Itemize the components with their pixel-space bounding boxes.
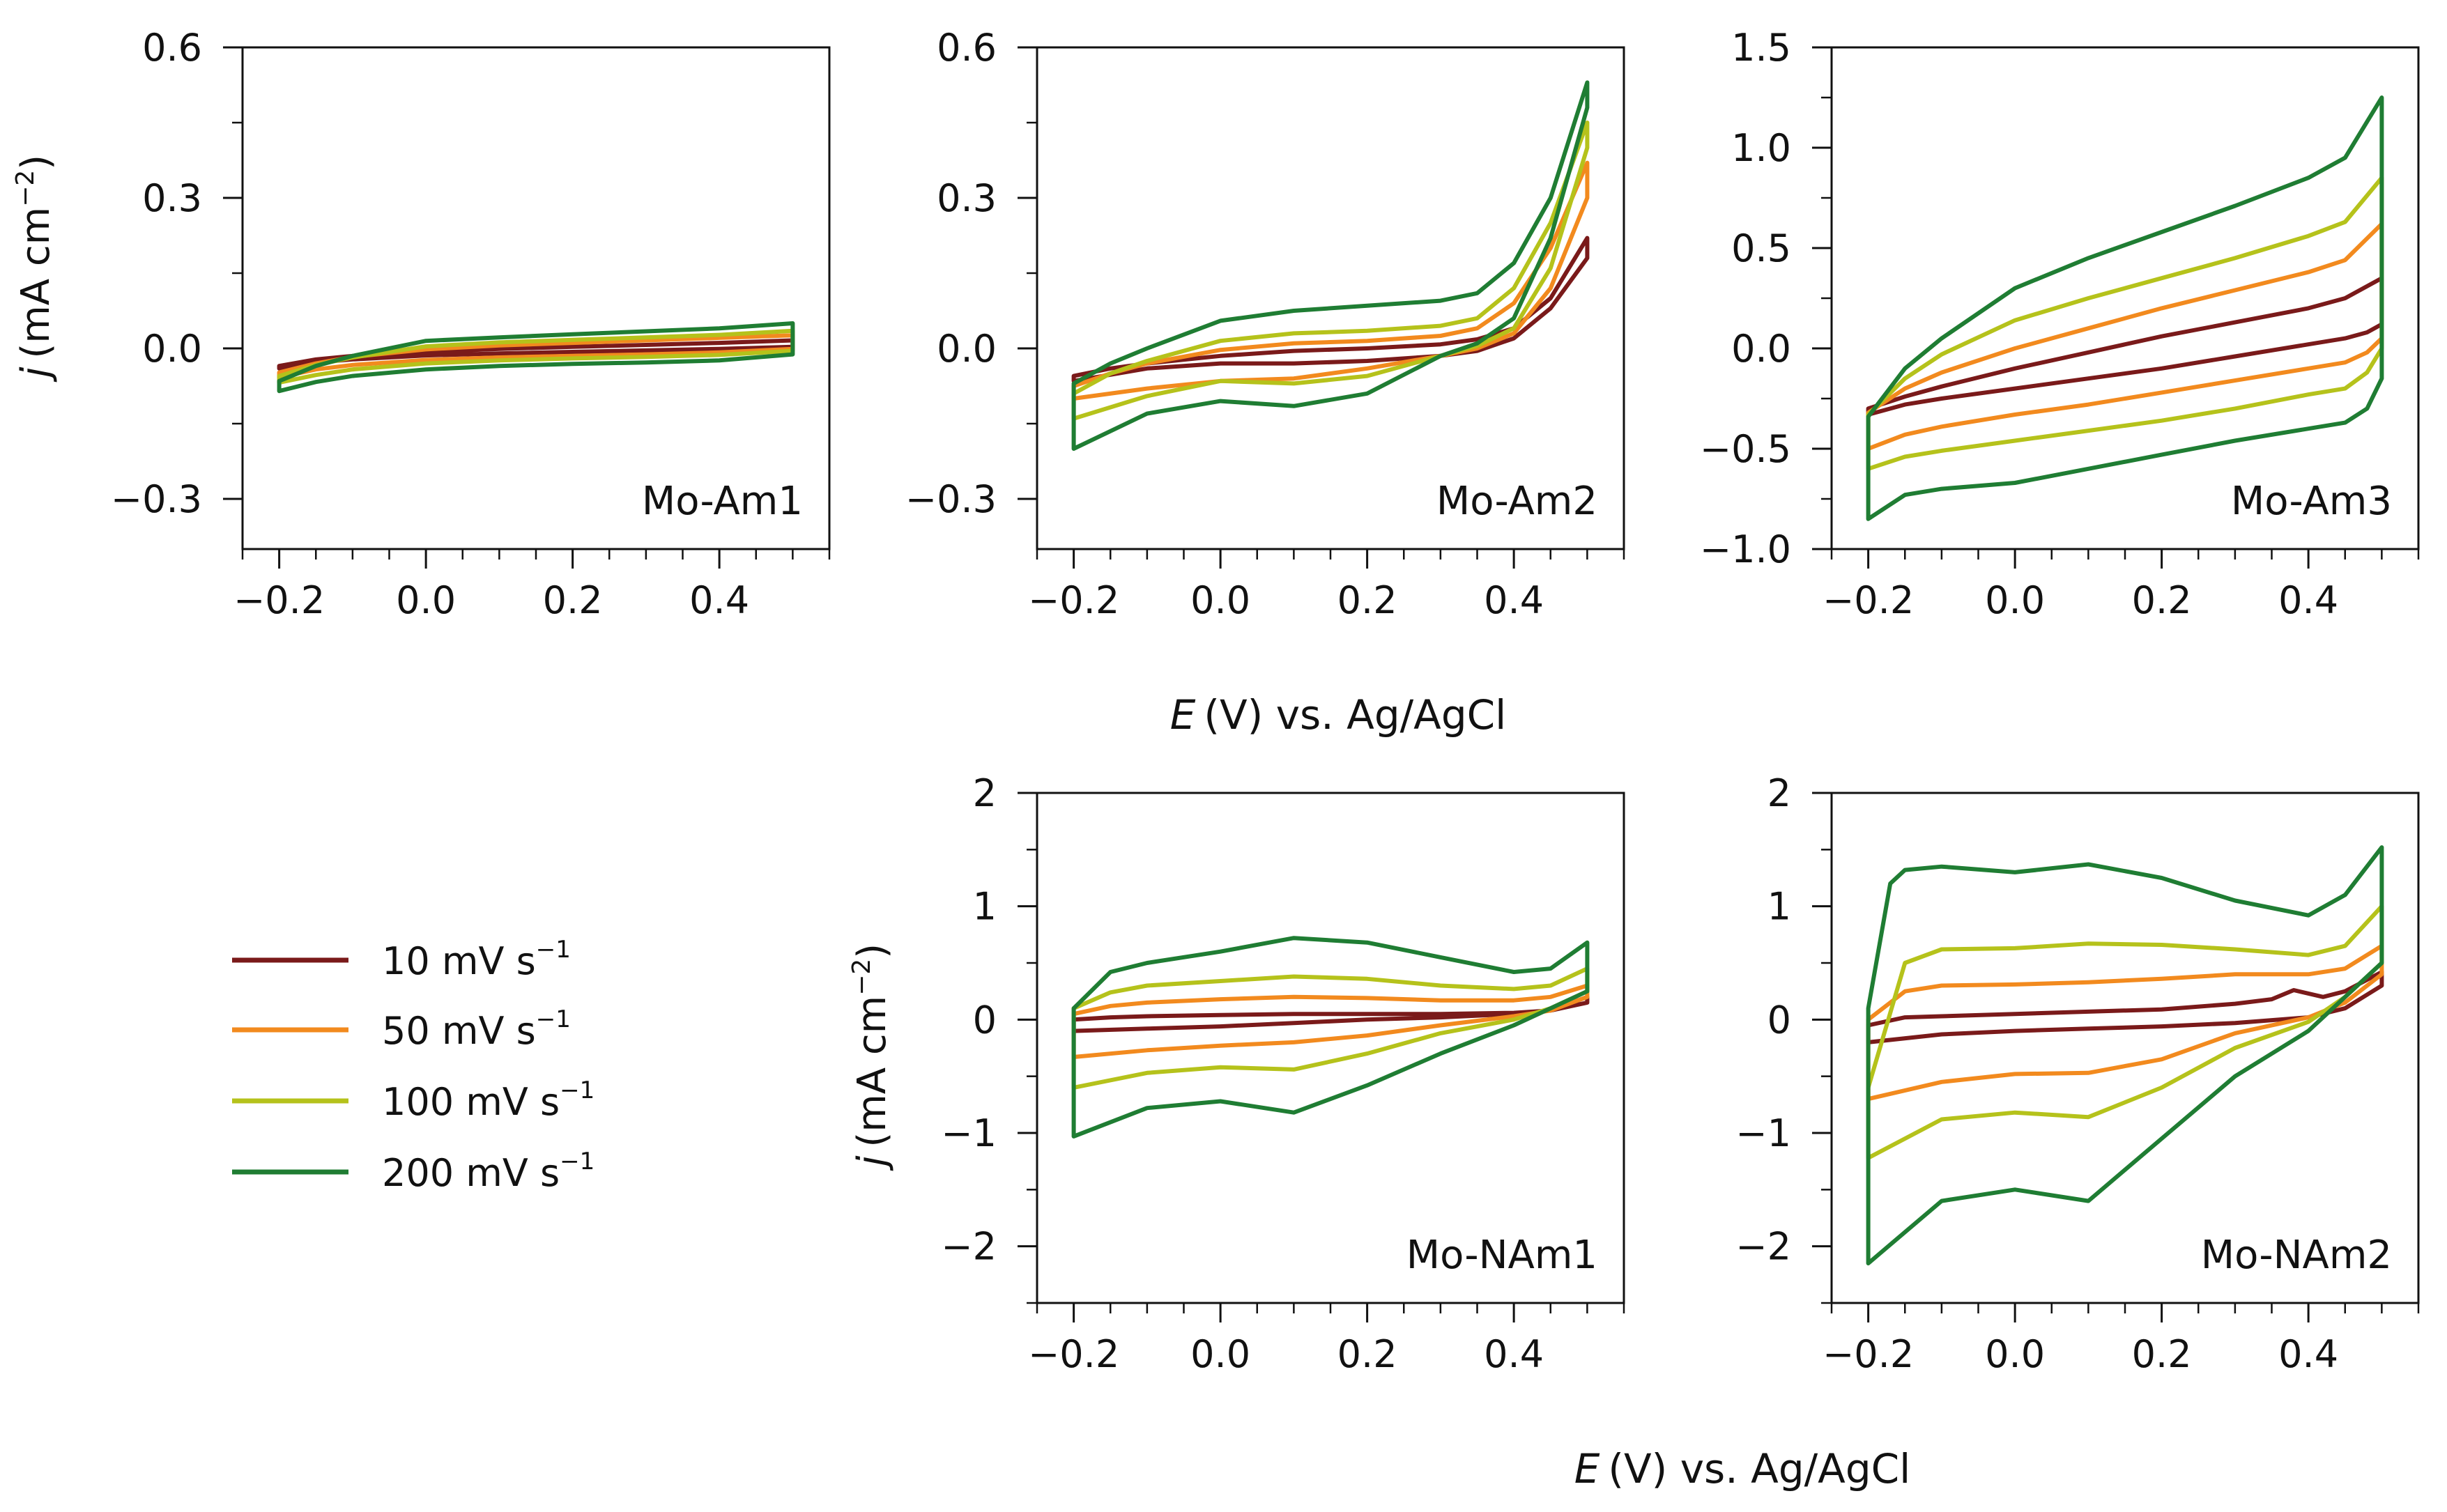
y-tick-label: −2 [1735,1225,1791,1269]
series-line-3 [1071,121,1590,421]
panel-title: Mo-NAm2 [2201,1233,2392,1278]
chart-panel-5: −0.2 0.0 0.2 0.4 −2 −1 0 1 2 Mo-NAm2 [1735,771,2420,1376]
y-tick-label: 0.0 [1731,327,1791,371]
y-tick-label: 1 [1767,885,1791,929]
y-tick-label: −0.3 [905,477,997,521]
x-tick-label: −0.2 [1028,578,1119,622]
x-tick-label: 0.4 [2278,578,2338,622]
x-tick-label: 0.4 [1484,1332,1544,1376]
x-tick-label: 0.2 [2132,578,2192,622]
y-tick-label: 1.0 [1731,126,1791,170]
series-line-2 [1071,160,1590,401]
series-line-4 [1071,936,1590,1139]
x-tick-label: −0.2 [1823,578,1914,622]
x-tick-label: 0.0 [1985,578,2045,622]
chart-panel-3: −0.2 0.0 0.2 0.4 −1.0 −0.5 0.0 0.5 1.0 1.5 Mo-Am3 [1700,26,2420,622]
x-tick-label: 0.0 [1190,578,1250,622]
y-tick-label: 0 [1767,998,1791,1042]
legend-label-200: 200 mV s−1 [382,1148,595,1195]
series-line-4 [1866,95,2384,521]
panel-title: Mo-Am3 [2231,479,2392,524]
legend-label-50: 50 mV s−1 [382,1005,571,1053]
y-axis-label-top: j(mA cm−2) [11,155,59,383]
y-tick-label: −0.5 [1700,427,1791,471]
plot-frame [1830,46,2420,550]
y-tick-label: 0.6 [937,26,997,70]
x-tick-label: 0.4 [689,578,749,622]
y-tick-label: 1 [973,885,997,929]
y-tick-label: 0.5 [1731,226,1791,270]
series-line-4 [1071,80,1590,451]
series-line-1 [1071,994,1590,1033]
x-axis-label-top: E (V) vs. Ag/AgCl [1170,691,1507,739]
series-line-4 [1866,845,2384,1266]
legend-label-10: 10 mV s−1 [382,936,571,983]
y-tick-label: −0.3 [111,477,202,521]
x-tick-label: −0.2 [233,578,325,622]
y-tick-label: 0.6 [142,26,202,70]
y-tick-label: 2 [1767,771,1791,815]
x-tick-label: 0.2 [1337,1332,1397,1376]
x-tick-label: −0.2 [1028,1332,1119,1376]
chart-panel-2: −0.2 0.0 0.2 0.4 −0.3 0.0 0.3 0.6 Mo-Am2 [905,26,1625,622]
x-tick-label: 0.4 [1484,578,1544,622]
panel-title: Mo-Am2 [1436,479,1597,524]
plot-frame [241,46,831,550]
y-axis-label-bottom: j(mA cm−2) [847,943,895,1171]
y-tick-label: 0.3 [142,176,202,220]
x-axis-label-bottom: E (V) vs. Ag/AgCl [1574,1445,1911,1492]
plot-frame [1036,792,1625,1304]
x-tick-label: 0.2 [2132,1332,2192,1376]
x-tick-label: 0.0 [1190,1332,1250,1376]
y-tick-label: 0.3 [937,176,997,220]
x-tick-label: 0.2 [1337,578,1397,622]
y-tick-label: 1.5 [1731,26,1791,70]
series-line-1 [1071,236,1590,383]
x-tick-label: 0.0 [396,578,456,622]
legend: 10 mV s−1 50 mV s−1 100 mV s−1 200 mV s−… [232,936,595,1195]
y-tick-label: 0.0 [937,327,997,371]
y-tick-label: 2 [973,771,997,815]
y-tick-label: −1 [941,1111,997,1155]
series-line-1 [1866,276,2384,417]
legend-label-100: 100 mV s−1 [382,1077,595,1124]
chart-panel-4: −0.2 0.0 0.2 0.4 −2 −1 0 1 2 Mo-NAm1 [941,771,1625,1376]
plot-frame [1036,46,1625,550]
x-tick-label: −0.2 [1823,1332,1914,1376]
panels: −0.2 0.0 0.2 0.4 −0.3 0.0 0.3 0.6 Mo-Am1 −0.2 0.0 0… [111,26,2420,1376]
series-line-3 [1866,176,2384,471]
chart-panel-1: −0.2 0.0 0.2 0.4 −0.3 0.0 0.3 0.6 Mo-Am1 [111,26,831,622]
x-tick-label: 0.2 [543,578,603,622]
x-tick-label: 0.0 [1985,1332,2045,1376]
x-tick-label: 0.4 [2278,1332,2338,1376]
panel-title: Mo-Am1 [642,479,803,524]
y-tick-label: −1.0 [1700,527,1791,571]
y-tick-label: 0.0 [142,327,202,371]
panel-title: Mo-NAm1 [1406,1233,1597,1278]
series-line-4 [277,321,795,394]
y-tick-label: −1 [1735,1111,1791,1155]
y-tick-label: −2 [941,1225,997,1269]
series-line-2 [1866,222,2384,451]
y-tick-label: 0 [973,998,997,1042]
